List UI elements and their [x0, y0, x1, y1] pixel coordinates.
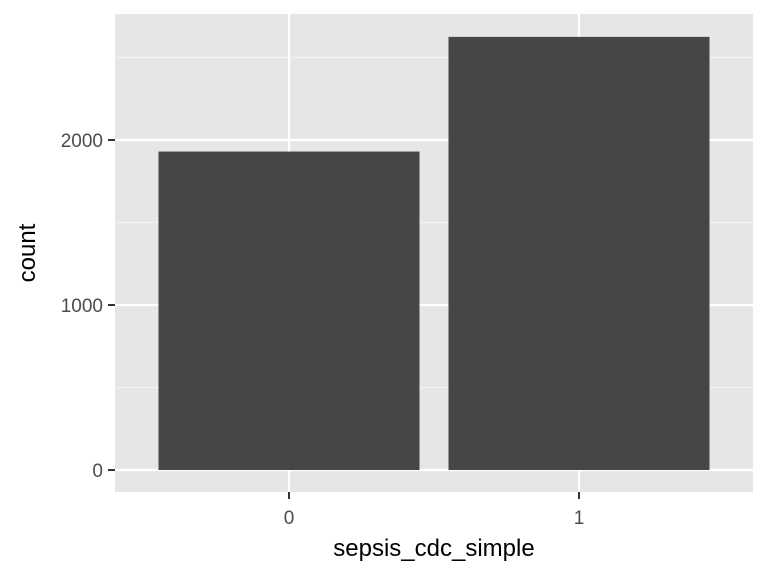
y-tick-label: 1000: [61, 296, 103, 317]
y-tick-label: 2000: [61, 131, 103, 152]
bar-1: [448, 36, 710, 470]
bars: [158, 36, 710, 471]
y-tick-label: 0: [92, 461, 103, 482]
bar-0: [158, 151, 420, 471]
x-tick-label: 1: [574, 508, 585, 529]
x-axis-title: sepsis_cdc_simple: [333, 535, 534, 562]
y-axis-ticks: 0 1000 2000: [61, 131, 115, 482]
x-tick-label: 0: [284, 508, 295, 529]
y-axis-title: count: [14, 223, 41, 282]
